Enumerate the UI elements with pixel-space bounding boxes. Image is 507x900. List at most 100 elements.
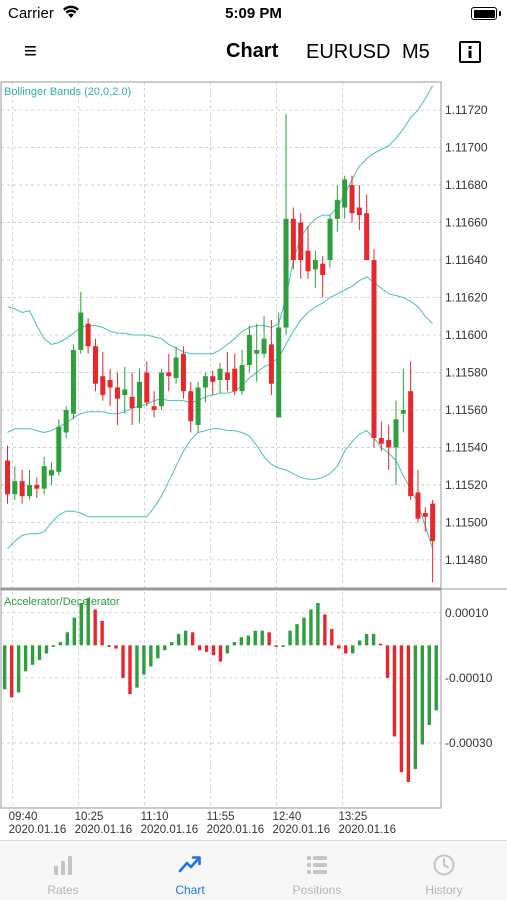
- candle-body: [386, 439, 392, 448]
- candle-body: [408, 391, 414, 497]
- accelerator-bar: [58, 642, 63, 646]
- candle-body: [136, 381, 142, 409]
- bollinger-bands-label: Bollinger Bands (20,0,2.0): [4, 86, 131, 98]
- chart-area[interactable]: Bollinger Bands (20,0,2.0) Accelerator/D…: [0, 80, 507, 840]
- candlestick-series: [5, 113, 436, 583]
- accelerator-bar: [183, 630, 188, 646]
- candle-body: [224, 372, 230, 380]
- candle-body: [41, 466, 47, 489]
- accelerator-bar: [357, 640, 362, 646]
- symbol-selector[interactable]: EURUSD: [306, 41, 391, 63]
- accelerator-bar: [211, 645, 216, 656]
- tab-positions[interactable]: Positions: [254, 841, 380, 900]
- accelerator-bar: [135, 645, 139, 688]
- candle-body: [48, 469, 54, 476]
- candle-body: [166, 372, 172, 377]
- tab-label: Rates: [47, 883, 79, 897]
- accelerator-bar: [86, 598, 90, 646]
- accelerator-bar: [72, 617, 76, 646]
- accelerator-bar: [302, 617, 306, 646]
- accelerator-bar: [351, 645, 355, 654]
- hamburger-icon[interactable]: ≡: [24, 38, 37, 63]
- battery-icon: [471, 7, 501, 20]
- time-tick-label: 11:10: [141, 811, 169, 823]
- candle-body: [276, 327, 282, 418]
- time-tick-label: 09:40: [9, 811, 38, 823]
- accelerator-bar: [246, 635, 250, 646]
- tab-chart[interactable]: Chart: [127, 841, 253, 900]
- candle-body: [364, 213, 370, 261]
- candle-body: [151, 406, 157, 410]
- bollinger-middle-line: [7, 276, 433, 434]
- candle-body: [283, 218, 289, 328]
- candle-body: [188, 391, 194, 422]
- accelerator-bar: [114, 645, 118, 649]
- price-tick-label: 1.11560: [445, 403, 488, 417]
- candle-body: [371, 260, 377, 439]
- accelerator-bar: [267, 632, 271, 646]
- date-tick-label: 2020.01.16: [141, 824, 199, 836]
- accelerator-bar: [344, 645, 348, 654]
- carrier-label: Carrier: [8, 5, 54, 22]
- time-tick-label: 11:55: [207, 811, 235, 823]
- accelerator-bar: [281, 645, 285, 647]
- time-tick-label: 10:25: [75, 811, 104, 823]
- bar-chart-icon: [54, 856, 72, 875]
- accelerator-bar: [3, 645, 7, 690]
- accelerator-bar: [79, 603, 83, 646]
- tab-history[interactable]: History: [381, 841, 507, 900]
- candle-body: [305, 250, 311, 272]
- date-tick-label: 2020.01.16: [9, 824, 67, 836]
- tab-rates[interactable]: Rates: [0, 841, 126, 900]
- wifi-icon: [62, 5, 80, 24]
- oscillator-tick-label: -0.00010: [445, 671, 493, 685]
- accelerator-bar: [260, 630, 264, 646]
- price-tick-label: 1.11520: [445, 478, 488, 492]
- date-tick-label: 2020.01.16: [273, 824, 331, 836]
- candle-body: [246, 335, 252, 365]
- accelerator-bar: [295, 624, 299, 646]
- accelerator-bar: [197, 645, 202, 651]
- price-tick-label: 1.11660: [445, 216, 488, 230]
- candle-body: [63, 409, 69, 433]
- accelerator-bar: [364, 633, 369, 646]
- accelerator-bar: [288, 630, 292, 646]
- candle-body: [12, 481, 18, 495]
- candle-body: [78, 312, 84, 350]
- candle-body: [320, 263, 326, 276]
- accelerator-bar: [434, 645, 438, 711]
- candle-body: [254, 349, 260, 354]
- candle-body: [349, 185, 355, 214]
- chart-canvas[interactable]: Bollinger Bands (20,0,2.0) Accelerator/D…: [0, 80, 507, 840]
- accelerator-bar: [128, 645, 132, 695]
- chart-grid: [1, 82, 441, 808]
- candle-body: [158, 372, 164, 407]
- accelerator-bar: [253, 630, 257, 646]
- navigation-bar: ≡ Chart EURUSD M5: [0, 28, 507, 76]
- chart-frame: [0, 81, 507, 809]
- accelerator-bar: [9, 645, 14, 698]
- accelerator-bar: [100, 620, 104, 646]
- candle-body: [239, 364, 245, 392]
- candle-body: [92, 346, 98, 384]
- accelerator-bar: [337, 645, 341, 649]
- timeframe-selector[interactable]: M5: [402, 41, 430, 63]
- candle-body: [268, 344, 274, 384]
- price-pane-frame: [0, 81, 442, 589]
- accelerator-series: [3, 598, 438, 782]
- accelerator-bar: [330, 629, 334, 646]
- page-title: Chart: [226, 40, 279, 62]
- candle-body: [122, 389, 128, 395]
- candle-body: [342, 179, 348, 208]
- candle-body: [378, 438, 384, 444]
- info-icon[interactable]: [459, 41, 481, 63]
- candle-body: [144, 372, 150, 403]
- candle-body: [393, 419, 399, 448]
- candle-body: [327, 218, 333, 261]
- accelerator-bar: [16, 645, 21, 693]
- candle-body: [34, 484, 40, 489]
- accelerator-bar: [274, 645, 278, 647]
- candle-body: [232, 368, 238, 392]
- accelerator-bar: [378, 643, 383, 646]
- accelerator-bar: [420, 645, 424, 745]
